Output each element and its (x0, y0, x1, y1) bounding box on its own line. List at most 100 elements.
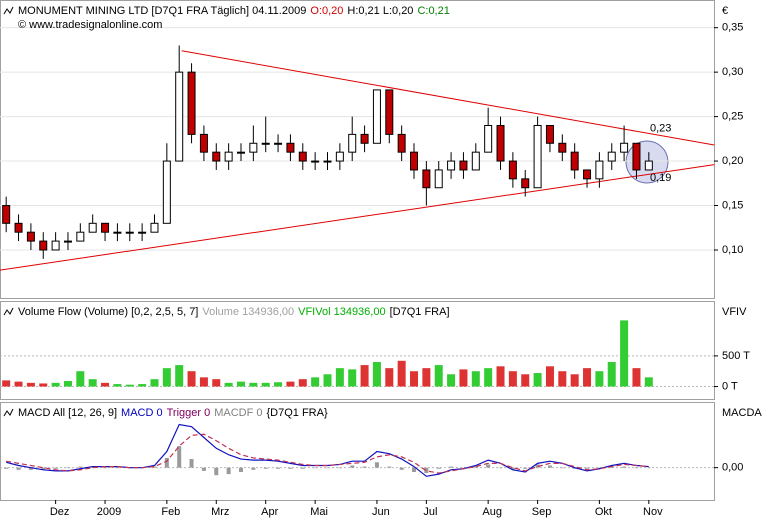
volume-bar (162, 368, 171, 387)
histogram-bar (251, 467, 256, 470)
candle-body (113, 231, 122, 234)
histogram-bar (498, 467, 503, 469)
y-tick-label: 0,10 (722, 244, 743, 256)
volume-bar (410, 371, 419, 387)
volume-bar (187, 371, 196, 387)
candle-body (298, 151, 307, 162)
candle-body (558, 142, 567, 153)
candle-body (249, 142, 258, 153)
candle-body (88, 222, 97, 233)
candle-body (632, 142, 641, 171)
volume-bar (583, 368, 592, 387)
candle-body (620, 142, 629, 153)
histogram-bar (41, 467, 46, 470)
candle-body (212, 151, 221, 162)
histogram-bar (473, 466, 478, 468)
volume-bar (138, 384, 147, 387)
candle-body (372, 89, 381, 144)
candle-body (63, 240, 72, 243)
y-tick-label: 0,20 (722, 155, 743, 167)
volume-bar (113, 384, 122, 387)
header-part: Volume 134936,00 (202, 306, 294, 318)
volume-bar (224, 382, 233, 387)
annotation: 0,23 (650, 122, 671, 134)
volume-bar (644, 377, 653, 387)
candle-body (533, 124, 542, 189)
header-part: MACD 0 (121, 407, 163, 419)
candle-body (150, 222, 159, 233)
volume-bar (360, 365, 369, 387)
volume-bar (545, 366, 554, 387)
volume-bar (51, 382, 60, 387)
volume-bar (101, 382, 110, 387)
header-part: Trigger 0 (167, 407, 211, 419)
histogram-bar (350, 465, 355, 468)
histogram-bar (214, 467, 219, 476)
volume-bar (311, 377, 320, 387)
axis-label: € (722, 5, 728, 17)
histogram-bar (313, 467, 318, 469)
histogram-bar (16, 467, 21, 470)
candle-body (471, 151, 480, 171)
candle-body (422, 169, 431, 189)
histogram-bar (412, 467, 417, 472)
volume-bar (496, 366, 505, 387)
volume-bar (508, 371, 517, 387)
volume-bar (88, 379, 97, 387)
volume-bar (533, 373, 542, 387)
candle-body (311, 160, 320, 163)
volume-bar (595, 371, 604, 387)
candle-body (484, 124, 493, 153)
header-part: O:0,20 (310, 5, 343, 17)
candle-body (125, 231, 134, 234)
histogram-bar (362, 466, 367, 468)
histogram-bar (547, 465, 552, 468)
histogram-bar (449, 466, 454, 468)
histogram-bar (164, 457, 169, 468)
volume-bar (39, 383, 48, 387)
volume-bar (397, 360, 406, 387)
candle-body (175, 71, 184, 162)
candle-body (644, 160, 653, 171)
candle-body (187, 71, 196, 135)
volume-bar (125, 384, 134, 387)
histogram-bar (115, 467, 120, 469)
header-part: C:0,21 (417, 5, 449, 17)
histogram-bar (276, 467, 281, 469)
volume-bar (63, 381, 72, 387)
histogram-bar (65, 467, 70, 469)
header-part: H:0,21 L:0,20 (347, 5, 413, 17)
candle-body (26, 231, 35, 242)
volume-bar (558, 371, 567, 387)
histogram-bar (374, 462, 379, 468)
candle-body (348, 133, 357, 153)
volume-panel-frame (0, 301, 715, 400)
candle-body (385, 89, 394, 135)
candle-body (459, 160, 468, 171)
candle-body (51, 240, 60, 251)
histogram-bar (597, 467, 602, 469)
histogram-bar (622, 466, 627, 468)
x-tick-label: Mai (310, 506, 328, 518)
y-tick-label: 0,25 (722, 111, 743, 123)
candle-body (2, 205, 11, 224)
candle-body (508, 160, 517, 180)
main-panel-frame (0, 0, 715, 299)
candle-body (410, 151, 419, 171)
histogram-bar (560, 467, 565, 469)
x-tick-label: Sep (532, 506, 552, 518)
volume-bar (632, 368, 641, 387)
panel-header: MACD All [12, 26, 9] MACD 0 Trigger 0 MACDF… (18, 407, 328, 419)
subtitle: © www.tradesignalonline.com (18, 19, 162, 31)
histogram-bar (461, 467, 466, 469)
candle-body (447, 160, 456, 171)
candle-body (545, 124, 554, 144)
volume-bar (199, 377, 208, 387)
candle-body (199, 133, 208, 153)
candle-body (286, 142, 295, 153)
volume-bar (261, 382, 270, 387)
trendline (0, 164, 715, 271)
header-part: Volume Flow (Volume) [0,2, 2,5, 5, 7] (18, 306, 198, 318)
candle-body (360, 133, 369, 144)
candle-body (434, 169, 443, 189)
